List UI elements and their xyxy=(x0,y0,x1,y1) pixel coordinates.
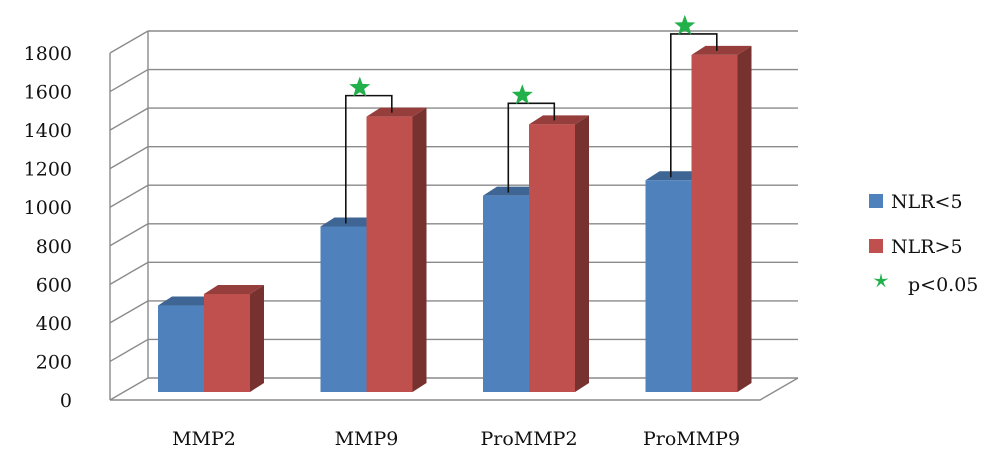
gridline-diagonal xyxy=(109,223,149,247)
bar-top xyxy=(204,284,264,294)
significance-MMP9 xyxy=(344,76,393,224)
legend-item: NLR<5 xyxy=(869,191,963,213)
floor-edge xyxy=(110,377,799,401)
legend-label: p<0.05 xyxy=(908,274,978,296)
significance-markers xyxy=(344,14,718,224)
significance-ProMMP9 xyxy=(669,14,718,178)
legend-label: NLR>5 xyxy=(891,236,963,258)
gridline-diagonal xyxy=(109,107,149,131)
category-label: MMP2 xyxy=(172,428,236,450)
category-label: MMP9 xyxy=(335,428,399,450)
y-tick-label: 400 xyxy=(36,313,72,335)
y-tick-label: 1800 xyxy=(24,43,72,65)
bar-front xyxy=(483,195,529,392)
significance-bracket xyxy=(669,33,718,178)
category-label: ProMMP9 xyxy=(643,428,740,450)
y-tick-label: 1600 xyxy=(24,82,72,104)
y-tick-label: 800 xyxy=(36,236,72,258)
green-star-icon xyxy=(674,14,696,35)
x-axis-category-labels: MMP2 MMP9 ProMMP2 ProMMP9 xyxy=(172,428,740,450)
bar-front xyxy=(691,54,738,393)
y-tick-label: 1200 xyxy=(24,159,72,181)
green-star-icon xyxy=(511,84,533,105)
gridline-diagonal xyxy=(109,184,149,208)
bar-ProMMP9-nlr-gt-5 xyxy=(691,45,752,393)
bars xyxy=(158,45,752,393)
bar-front xyxy=(158,305,204,392)
bar-MMP2-nlr-gt-5 xyxy=(204,284,264,392)
gridline-diagonal xyxy=(109,338,149,363)
legend-item-significance: p<0.05 xyxy=(873,273,978,296)
legend: NLR<5 NLR>5 p<0.05 xyxy=(869,191,978,296)
bar-top xyxy=(645,171,706,181)
bar-side xyxy=(737,45,752,393)
significance-bracket xyxy=(507,102,556,193)
y-tick-label: 200 xyxy=(36,351,72,373)
bar-top xyxy=(529,115,589,125)
bar-side xyxy=(412,107,427,392)
bar-MMP9-nlr-gt-5 xyxy=(366,107,427,392)
bar-top xyxy=(483,186,543,196)
legend-swatch xyxy=(869,239,883,253)
bar-side xyxy=(250,284,264,392)
green-star-icon xyxy=(873,273,889,288)
bar-side xyxy=(575,115,589,393)
bar-top xyxy=(158,296,218,306)
significance-bracket xyxy=(344,94,393,224)
gridline-diagonal xyxy=(109,261,149,285)
significance-ProMMP2 xyxy=(507,84,556,193)
category-label: ProMMP2 xyxy=(480,428,577,450)
bar-front xyxy=(366,116,413,392)
bar-front xyxy=(204,293,250,392)
bar-front xyxy=(645,180,692,392)
legend-swatch xyxy=(869,194,883,208)
gridline-diagonal xyxy=(109,300,149,324)
bar-top xyxy=(691,45,752,55)
y-tick-label: 1400 xyxy=(24,120,72,142)
y-tick-label: 1000 xyxy=(24,197,72,219)
bar-front xyxy=(529,124,575,393)
gridline-diagonal xyxy=(109,377,149,401)
legend-item: NLR>5 xyxy=(869,236,963,258)
y-axis-tick-labels: 0 200 400 600 800 1000 1200 1400 1600 1800 xyxy=(24,43,72,412)
y-tick-label: 600 xyxy=(36,274,72,296)
bar-ProMMP2-nlr-gt-5 xyxy=(529,115,589,393)
y-tick-label: 0 xyxy=(60,390,72,412)
gridline-diagonal xyxy=(109,146,149,170)
gridline-diagonal xyxy=(109,68,149,93)
bar-front xyxy=(320,226,367,392)
bar-top xyxy=(320,217,381,227)
bar-top xyxy=(366,107,427,117)
legend-label: NLR<5 xyxy=(891,191,963,213)
gridline-diagonal xyxy=(109,30,149,54)
green-star-icon xyxy=(349,76,371,97)
